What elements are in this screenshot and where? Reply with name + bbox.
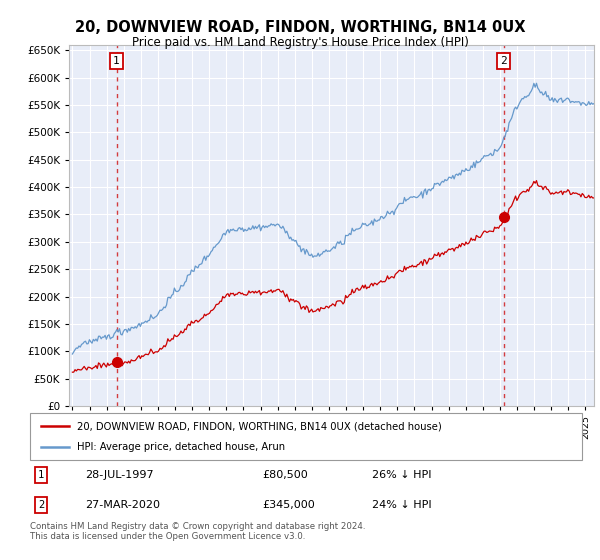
Text: 2: 2: [500, 55, 507, 66]
Text: 26% ↓ HPI: 26% ↓ HPI: [372, 470, 432, 480]
Text: 28-JUL-1997: 28-JUL-1997: [85, 470, 154, 480]
Text: 20, DOWNVIEW ROAD, FINDON, WORTHING, BN14 0UX (detached house): 20, DOWNVIEW ROAD, FINDON, WORTHING, BN1…: [77, 421, 442, 431]
FancyBboxPatch shape: [30, 413, 582, 460]
Text: 2: 2: [38, 500, 44, 510]
Text: 27-MAR-2020: 27-MAR-2020: [85, 500, 160, 510]
Text: HPI: Average price, detached house, Arun: HPI: Average price, detached house, Arun: [77, 442, 285, 452]
Text: Contains HM Land Registry data © Crown copyright and database right 2024.
This d: Contains HM Land Registry data © Crown c…: [30, 522, 365, 542]
Text: Price paid vs. HM Land Registry's House Price Index (HPI): Price paid vs. HM Land Registry's House …: [131, 36, 469, 49]
Text: £80,500: £80,500: [262, 470, 308, 480]
Text: 1: 1: [113, 55, 120, 66]
Text: 1: 1: [38, 470, 44, 480]
Text: 24% ↓ HPI: 24% ↓ HPI: [372, 500, 432, 510]
Text: £345,000: £345,000: [262, 500, 314, 510]
Text: 20, DOWNVIEW ROAD, FINDON, WORTHING, BN14 0UX: 20, DOWNVIEW ROAD, FINDON, WORTHING, BN1…: [75, 20, 525, 35]
